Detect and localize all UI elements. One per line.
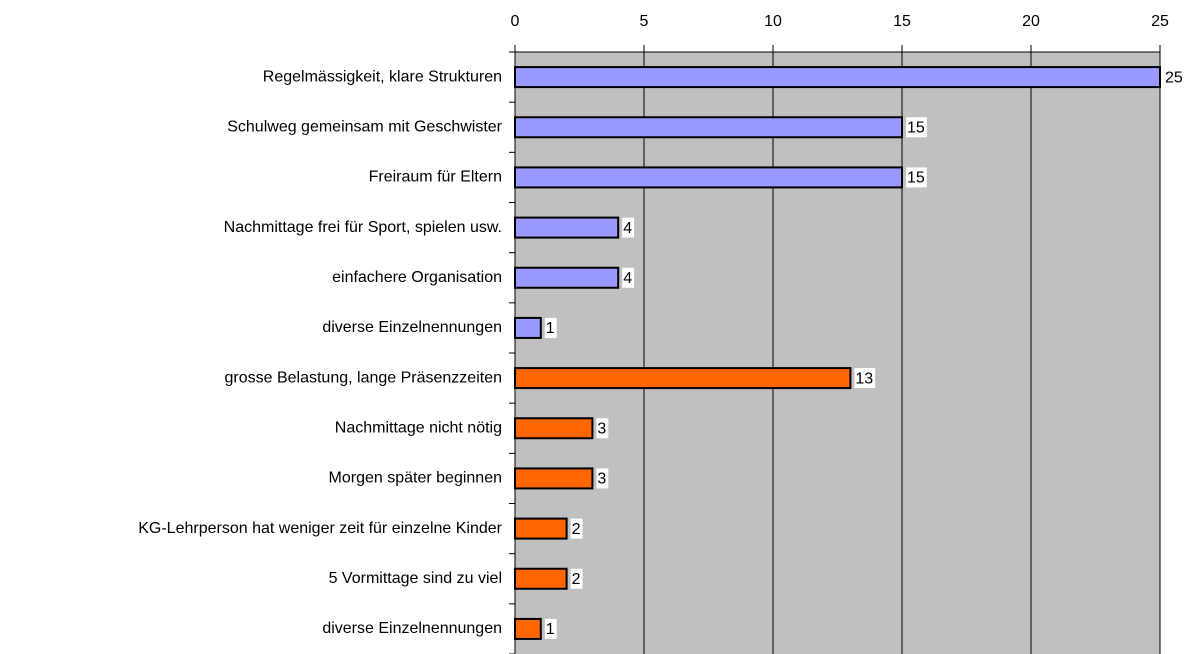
value-label-bg xyxy=(622,267,635,288)
bar xyxy=(514,517,568,540)
y-tick-label: diverse Einzelnennungen xyxy=(322,319,502,336)
y-tick-label: Nachmittage nicht nötig xyxy=(335,419,502,436)
bar xyxy=(514,567,568,590)
value-label-bg xyxy=(906,117,927,138)
y-tick-label: diverse Einzelnennungen xyxy=(322,620,502,637)
value-label: 25 xyxy=(1165,69,1183,86)
x-tick-label: 10 xyxy=(764,13,782,30)
value-label: 4 xyxy=(623,220,632,237)
bar xyxy=(514,66,1161,89)
bar xyxy=(514,166,903,189)
plot-area xyxy=(515,52,1160,654)
y-tick-label: Freiraum für Eltern xyxy=(369,169,502,186)
value-label-bg xyxy=(906,167,927,188)
value-label-bg xyxy=(544,317,557,338)
value-label-bg xyxy=(854,368,876,389)
y-tick-label: 5 Vormittage sind zu viel xyxy=(329,570,502,587)
value-label-bg xyxy=(544,618,557,639)
x-tick-label: 15 xyxy=(893,13,911,30)
value-label: 3 xyxy=(597,420,606,437)
y-tick-label: Schulweg gemeinsam mit Geschwister xyxy=(227,118,502,135)
bar xyxy=(514,617,542,640)
bar xyxy=(514,216,620,239)
value-label-bg xyxy=(570,568,583,589)
y-tick-label: KG-Lehrperson hat weniger zeit für einze… xyxy=(138,520,502,537)
x-tick-label: 5 xyxy=(640,13,649,30)
y-tick-label: Morgen später beginnen xyxy=(329,470,502,487)
y-tick-label: einfachere Organisation xyxy=(332,269,502,286)
x-tick-label: 0 xyxy=(511,13,520,30)
y-tick-label: Regelmässigkeit, klare Strukturen xyxy=(263,68,502,85)
value-label: 2 xyxy=(572,571,581,588)
bar xyxy=(514,417,594,440)
bar xyxy=(514,467,594,490)
value-label-bg xyxy=(596,418,609,439)
value-label-bg xyxy=(622,217,635,238)
value-label: 1 xyxy=(546,621,555,638)
value-label-bg xyxy=(1164,67,1185,88)
value-label-bg xyxy=(596,468,609,489)
bar xyxy=(514,367,852,390)
value-label: 4 xyxy=(623,270,632,287)
bar xyxy=(514,316,542,339)
value-label-bg xyxy=(570,518,583,539)
value-label: 1 xyxy=(546,320,555,337)
y-tick-label: grosse Belastung, lange Präsenzzeiten xyxy=(224,369,502,386)
value-label: 3 xyxy=(597,471,606,488)
x-tick-label: 20 xyxy=(1022,13,1040,30)
y-tick-label: Nachmittage frei für Sport, spielen usw. xyxy=(224,219,502,236)
value-label: 2 xyxy=(572,521,581,538)
value-label: 13 xyxy=(855,370,873,387)
bar xyxy=(514,116,903,139)
value-label: 15 xyxy=(907,119,925,136)
value-label: 15 xyxy=(907,170,925,187)
bar xyxy=(514,266,620,289)
x-tick-label: 25 xyxy=(1151,13,1169,30)
